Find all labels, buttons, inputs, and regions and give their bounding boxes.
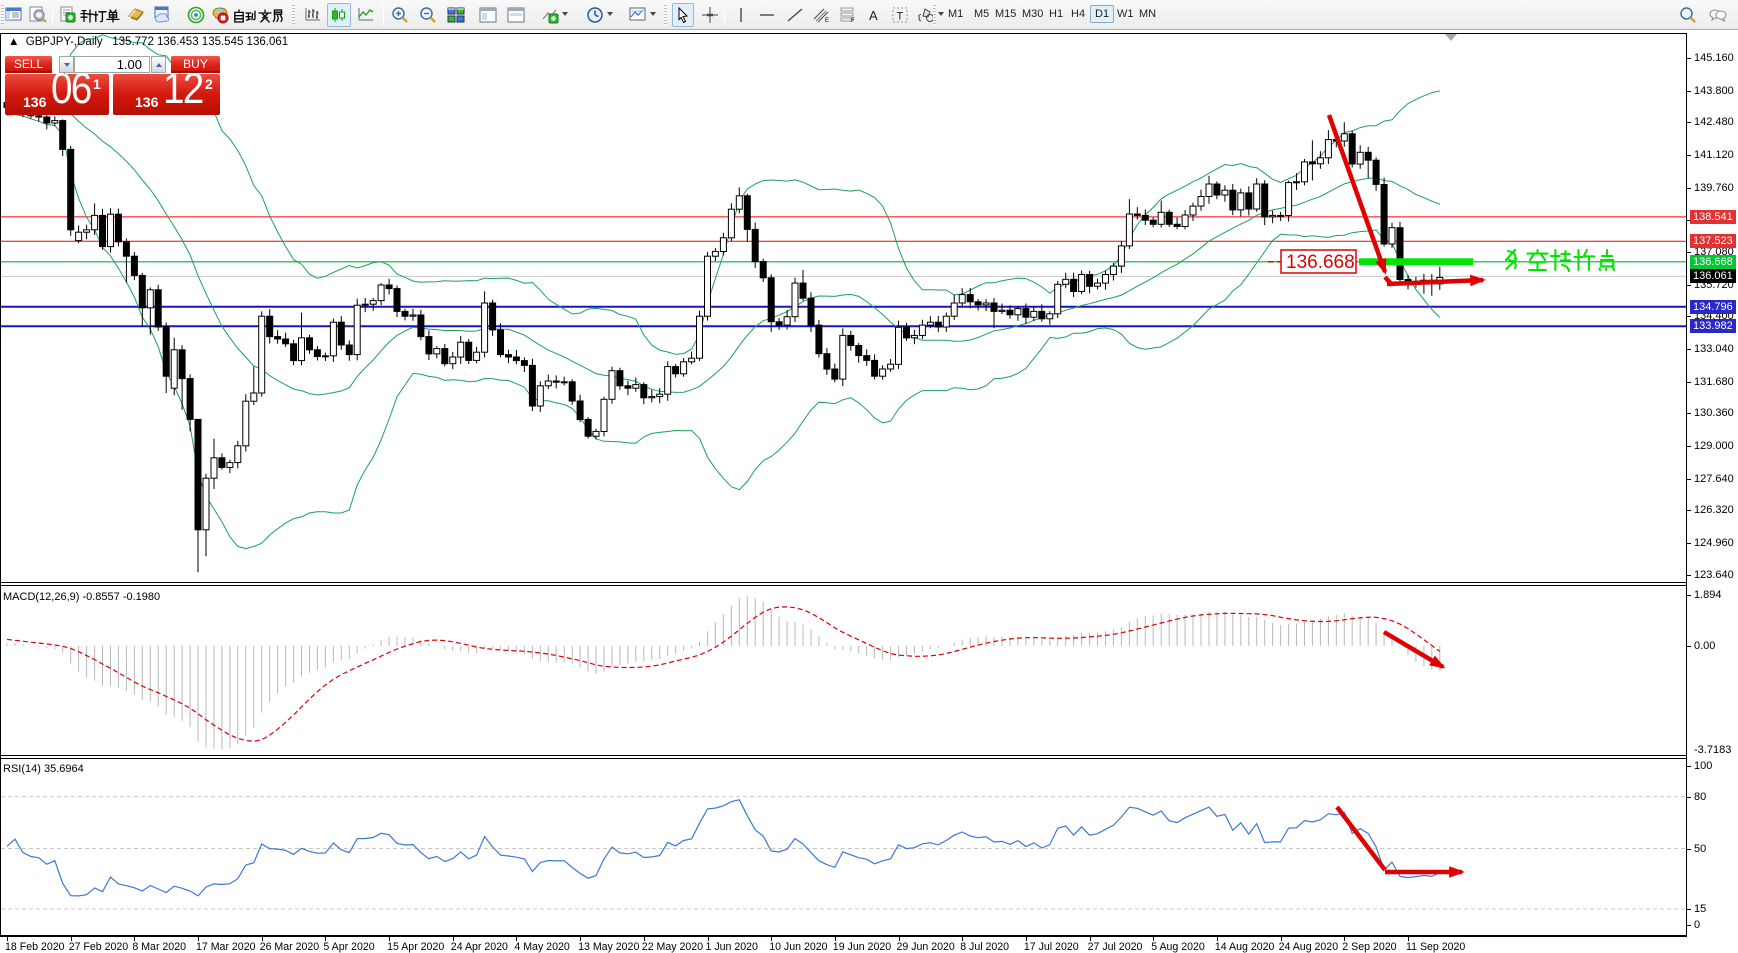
svg-text:F: F	[851, 18, 855, 24]
svg-text:E: E	[825, 18, 829, 24]
svg-text:136.668: 136.668	[1286, 252, 1355, 273]
svg-text:T: T	[897, 11, 904, 23]
svg-text:A: A	[869, 8, 878, 23]
